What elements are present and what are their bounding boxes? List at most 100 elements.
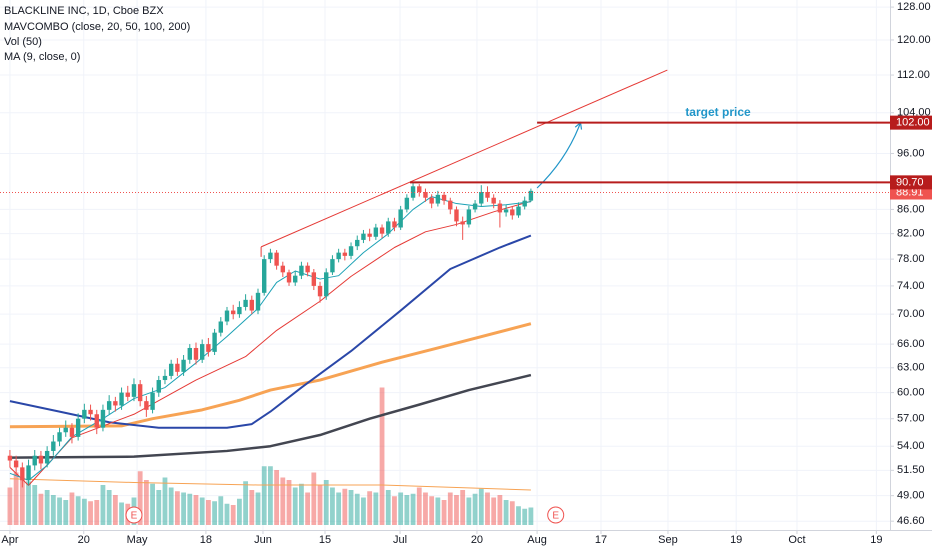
volume-bar	[38, 493, 44, 525]
volume-bar	[286, 480, 292, 525]
candle-body	[156, 380, 161, 393]
candle-body	[510, 209, 515, 216]
volume-bar	[509, 501, 515, 525]
x-tick-label: 19	[870, 534, 882, 546]
candle-body	[423, 191, 428, 198]
y-tick-label: 86.00	[897, 203, 925, 215]
y-tick-label: 51.50	[897, 464, 925, 476]
y-tick-label: 54.00	[897, 440, 925, 452]
candle-body	[485, 191, 490, 198]
volume-bar	[522, 508, 528, 525]
volume-bar	[7, 487, 13, 525]
candle-body	[7, 455, 13, 461]
earnings-label: E	[552, 511, 559, 522]
volume-bar	[354, 493, 360, 525]
candle-body	[317, 285, 323, 297]
candle-body	[324, 272, 329, 297]
y-tick-label: 96.00	[897, 147, 925, 159]
candle-body	[20, 467, 25, 481]
candle-body	[51, 441, 56, 451]
candle-body	[125, 392, 130, 397]
volume-bar	[112, 495, 118, 525]
earnings-marker	[125, 506, 143, 524]
x-tick-label: Oct	[788, 534, 805, 546]
volume-bar	[255, 492, 261, 525]
moving-average	[9, 373, 532, 459]
candle-body	[497, 203, 503, 213]
volume-bar	[311, 472, 317, 525]
volume-bar	[385, 490, 391, 525]
trend-line	[260, 69, 668, 248]
volume-bar	[292, 487, 298, 525]
candle-body	[268, 252, 273, 260]
volume-bar	[19, 477, 25, 525]
candle-body	[435, 194, 441, 204]
volume-bar	[435, 497, 441, 525]
volume-bar	[249, 490, 255, 525]
x-tick-label: 19	[730, 534, 742, 546]
volume-bar	[454, 495, 459, 525]
volume-bar	[274, 470, 280, 525]
candle-body	[162, 375, 168, 381]
volume-bar	[410, 493, 416, 525]
legend: BLACKLINE INC, 1D, Cboe BZX MAVCOMBO (cl…	[4, 5, 190, 63]
indicator-label: MAVCOMBO (close, 20, 50, 100, 200)	[4, 21, 190, 33]
y-tick-label: 57.00	[897, 413, 925, 425]
volume-bar	[230, 505, 236, 525]
candle-body	[293, 275, 298, 283]
candle-body	[305, 265, 310, 273]
y-tick-label: 60.00	[897, 387, 925, 399]
volume-bar	[528, 507, 534, 525]
volume-bar	[50, 495, 56, 525]
candle-body	[355, 239, 360, 247]
candle-body	[262, 259, 267, 293]
candle-body	[417, 186, 422, 192]
volume-bar	[174, 491, 180, 525]
volume-bar	[379, 387, 385, 525]
candle-body	[441, 194, 447, 201]
volume-bar	[261, 466, 267, 525]
candle-body	[410, 186, 416, 198]
volume-bar	[156, 490, 162, 525]
candle-body	[181, 359, 186, 372]
candle-body	[57, 432, 62, 442]
volume-bar	[367, 491, 373, 525]
candle-body	[94, 414, 99, 428]
candle-body	[193, 347, 199, 360]
candle-body	[75, 418, 81, 437]
volume-bar	[497, 495, 503, 525]
volume-bar	[423, 492, 428, 525]
volume-bar	[348, 490, 354, 525]
y-tick-label: 46.60	[897, 515, 925, 527]
last-price-label: 88.91	[896, 186, 924, 198]
volume-bar	[193, 495, 199, 525]
y-tick-label: 49.00	[897, 490, 925, 502]
volume-bar	[323, 480, 329, 525]
candle-body	[286, 272, 292, 283]
x-tick-label: 15	[319, 534, 331, 546]
volume-bar	[404, 495, 410, 525]
candle-body	[175, 363, 180, 372]
candle-body	[212, 332, 217, 352]
candle-body	[472, 203, 478, 210]
candle-body	[100, 409, 106, 428]
volume-bar	[429, 496, 435, 525]
candle-body	[243, 299, 248, 307]
candle-body	[274, 252, 279, 266]
candle-body	[218, 321, 223, 333]
volume-bar	[330, 487, 335, 525]
volume-bar	[280, 477, 286, 525]
volume-bar	[342, 488, 348, 525]
candle-body	[113, 401, 118, 406]
candle-body	[32, 455, 37, 466]
volume-bar	[81, 498, 87, 525]
candle-body	[330, 259, 335, 273]
candle-body	[479, 191, 484, 204]
candle-body	[38, 455, 44, 464]
volume-bar	[299, 483, 304, 525]
candle-body	[491, 197, 496, 204]
candle-body	[237, 306, 242, 315]
candle-body	[230, 310, 236, 315]
